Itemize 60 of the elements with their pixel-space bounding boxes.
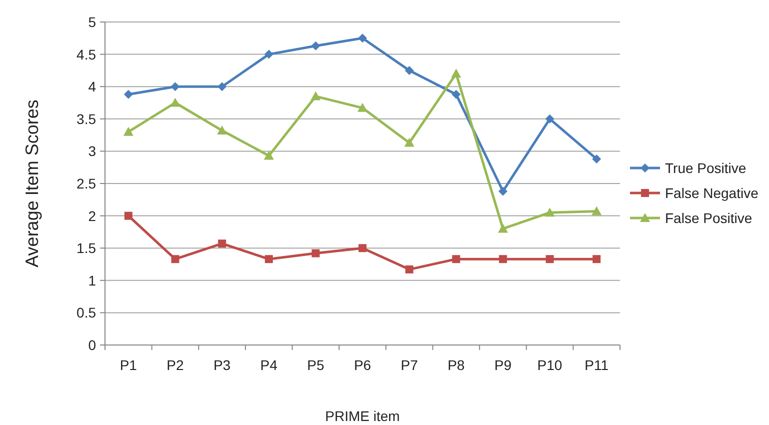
point <box>170 82 180 92</box>
y-tick-label: 4 <box>88 78 96 95</box>
x-tick-label: P4 <box>260 357 278 373</box>
point <box>592 255 601 264</box>
point <box>124 212 132 220</box>
y-tick-label: 3.5 <box>76 110 96 127</box>
point <box>452 90 461 99</box>
point <box>358 244 366 252</box>
point <box>404 138 414 147</box>
point <box>592 154 602 164</box>
y-tick-label: 2 <box>88 208 96 224</box>
point <box>310 91 321 100</box>
point <box>123 126 134 136</box>
x-tick-label: P9 <box>494 357 512 373</box>
x-tick-label: P6 <box>354 357 372 373</box>
point <box>312 249 320 258</box>
point <box>124 90 133 99</box>
x-tick-label: P2 <box>166 357 184 373</box>
y-tick-label: 0 <box>88 337 96 353</box>
x-tick-label: P7 <box>400 357 418 373</box>
point <box>405 265 414 274</box>
point <box>264 150 274 160</box>
point <box>546 255 554 264</box>
point <box>170 98 180 107</box>
x-tick-label: P11 <box>584 357 609 373</box>
point <box>358 102 368 112</box>
y-tick-label: 4.5 <box>76 46 96 62</box>
point <box>218 82 227 92</box>
x-tick-label: P3 <box>213 357 231 373</box>
point <box>451 68 462 78</box>
point <box>452 255 460 264</box>
legend-label: True Positive <box>665 160 746 176</box>
point <box>498 255 507 264</box>
y-tick-label: 1.5 <box>76 240 96 256</box>
point <box>264 50 274 59</box>
point <box>498 186 508 196</box>
point <box>264 255 273 264</box>
y-tick-label: 2.5 <box>76 176 96 192</box>
y-axis-title: Average Item Scores <box>22 100 42 268</box>
point <box>218 240 226 248</box>
x-tick-label: P1 <box>120 357 138 373</box>
point <box>498 224 508 233</box>
y-tick-label: 0.5 <box>76 304 96 321</box>
point <box>311 41 320 50</box>
point <box>545 114 554 124</box>
point <box>217 126 228 135</box>
y-tick-label: 1 <box>88 272 96 288</box>
legend-label: False Positive <box>665 210 752 226</box>
point <box>544 208 555 217</box>
point <box>404 66 414 75</box>
y-tick-label: 3 <box>88 143 96 160</box>
point <box>358 34 367 43</box>
x-axis-title: PRIME item <box>325 408 400 424</box>
x-tick-label: P8 <box>448 357 465 373</box>
x-tick-label: P5 <box>307 357 324 373</box>
point <box>592 206 602 216</box>
x-tick-label: P10 <box>537 357 562 373</box>
y-tick-label: 5 <box>88 14 96 30</box>
legend-label: False Negative <box>665 185 759 201</box>
point <box>171 255 180 264</box>
